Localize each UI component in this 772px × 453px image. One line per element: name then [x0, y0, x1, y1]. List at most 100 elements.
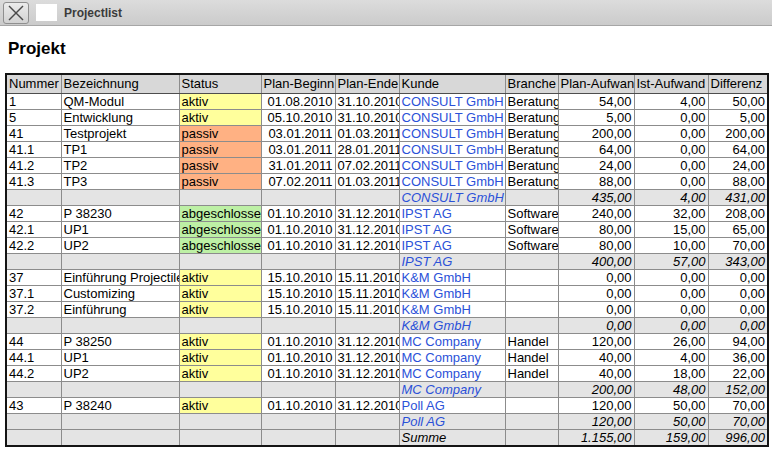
cell-plan-ende: 15.11.2010: [335, 270, 399, 286]
cell-status: [179, 382, 261, 398]
cell-nummer: 41.2: [6, 158, 61, 174]
cell-plan-ende: 15.11.2010: [335, 302, 399, 318]
cell-kunde[interactable]: CONSULT GmbH: [399, 94, 505, 110]
close-button[interactable]: [3, 2, 29, 24]
cell-kunde[interactable]: Poll AG: [399, 414, 505, 430]
column-header-nummer: Nummer: [6, 74, 61, 94]
cell-differenz: 200,00: [708, 126, 768, 142]
cell-nummer: 44.2: [6, 366, 61, 382]
cell-plan-beginn: 03.01.2011: [261, 126, 335, 142]
cell-plan-ende: 07.02.2011: [335, 158, 399, 174]
cell-ist-aufwand: 0,00: [634, 110, 708, 126]
table-header-row: NummerBezeichnungStatusPlan-BeginnPlan-E…: [6, 74, 768, 94]
cell-kunde[interactable]: MC Company: [399, 382, 505, 398]
table-row: 42.1UP1abgeschlossen01.10.201031.12.2010…: [6, 222, 768, 238]
cell-branche: Handel: [505, 366, 558, 382]
cell-plan-ende: 31.12.2010: [335, 398, 399, 414]
cell-differenz: 64,00: [708, 142, 768, 158]
close-icon: [7, 5, 25, 21]
table-row: 37Einführung Projectileaktiv15.10.201015…: [6, 270, 768, 286]
cell-bezeichnung: P 38240: [61, 398, 179, 414]
table-row: 37.1Customizingaktiv15.10.201015.11.2010…: [6, 286, 768, 302]
cell-ist-aufwand: 48,00: [634, 382, 708, 398]
cell-plan-ende: [335, 318, 399, 334]
cell-plan-ende: [335, 382, 399, 398]
cell-plan-beginn: [261, 382, 335, 398]
cell-kunde[interactable]: CONSULT GmbH: [399, 190, 505, 206]
cell-differenz: 0,00: [708, 270, 768, 286]
cell-ist-aufwand: 0,00: [634, 302, 708, 318]
cell-plan-beginn: 01.10.2010: [261, 222, 335, 238]
cell-kunde[interactable]: MC Company: [399, 366, 505, 382]
cell-kunde[interactable]: IPST AG: [399, 222, 505, 238]
cell-plan-aufwand: 40,00: [558, 350, 634, 366]
cell-differenz: 22,00: [708, 366, 768, 382]
cell-plan-aufwand: 80,00: [558, 238, 634, 254]
cell-status: aktiv: [179, 366, 261, 382]
cell-ist-aufwand: 18,00: [634, 366, 708, 382]
tab-bar: Projectlist: [0, 0, 772, 26]
cell-status: aktiv: [179, 270, 261, 286]
table-row: 43P 38240aktiv01.10.201031.12.2010Poll A…: [6, 398, 768, 414]
cell-ist-aufwand: 4,00: [634, 94, 708, 110]
cell-kunde[interactable]: K&M GmbH: [399, 302, 505, 318]
column-header-bezeichnung: Bezeichnung: [61, 74, 179, 94]
cell-kunde[interactable]: K&M GmbH: [399, 318, 505, 334]
cell-bezeichnung: UP1: [61, 350, 179, 366]
cell-plan-aufwand: 200,00: [558, 382, 634, 398]
cell-branche: Beratung: [505, 110, 558, 126]
cell-plan-ende: 01.03.2011: [335, 126, 399, 142]
cell-kunde[interactable]: MC Company: [399, 350, 505, 366]
cell-bezeichnung: [61, 190, 179, 206]
table-row: 44.2UP2aktiv01.10.201031.12.2010MC Compa…: [6, 366, 768, 382]
cell-kunde[interactable]: CONSULT GmbH: [399, 126, 505, 142]
cell-status: abgeschlossen: [179, 206, 261, 222]
cell-kunde[interactable]: CONSULT GmbH: [399, 158, 505, 174]
cell-ist-aufwand: 0,00: [634, 318, 708, 334]
cell-plan-aufwand: 120,00: [558, 414, 634, 430]
cell-kunde[interactable]: K&M GmbH: [399, 270, 505, 286]
cell-kunde[interactable]: CONSULT GmbH: [399, 142, 505, 158]
cell-nummer: 37.2: [6, 302, 61, 318]
cell-nummer: [6, 318, 61, 334]
cell-differenz: 70,00: [708, 398, 768, 414]
cell-branche: Beratung: [505, 174, 558, 190]
cell-kunde[interactable]: IPST AG: [399, 254, 505, 270]
table-row: 42P 38230abgeschlossen01.10.201031.12.20…: [6, 206, 768, 222]
cell-bezeichnung: TP1: [61, 142, 179, 158]
cell-plan-ende: [335, 190, 399, 206]
cell-plan-beginn: 01.10.2010: [261, 334, 335, 350]
total-row: Summe1.155,00159,00996,00: [6, 430, 768, 447]
cell-bezeichnung: [61, 382, 179, 398]
cell-plan-aufwand: 54,00: [558, 94, 634, 110]
cell-kunde[interactable]: IPST AG: [399, 238, 505, 254]
cell-kunde[interactable]: MC Company: [399, 334, 505, 350]
cell-nummer: 44: [6, 334, 61, 350]
cell-nummer: 42: [6, 206, 61, 222]
summary-row: MC Company200,0048,00152,00: [6, 382, 768, 398]
cell-plan-aufwand: 64,00: [558, 142, 634, 158]
cell-kunde[interactable]: Poll AG: [399, 398, 505, 414]
cell-nummer: [6, 430, 61, 447]
cell-differenz: 94,00: [708, 334, 768, 350]
cell-plan-beginn: [261, 190, 335, 206]
cell-nummer: [6, 382, 61, 398]
column-header-plan-beginn: Plan-Beginn: [261, 74, 335, 94]
cell-branche: Software: [505, 222, 558, 238]
cell-kunde[interactable]: K&M GmbH: [399, 286, 505, 302]
cell-plan-aufwand: 120,00: [558, 398, 634, 414]
cell-differenz: 0,00: [708, 318, 768, 334]
cell-kunde[interactable]: CONSULT GmbH: [399, 110, 505, 126]
cell-kunde[interactable]: IPST AG: [399, 206, 505, 222]
cell-kunde[interactable]: CONSULT GmbH: [399, 174, 505, 190]
cell-plan-ende: 31.10.2010: [335, 110, 399, 126]
cell-bezeichnung: Einführung: [61, 302, 179, 318]
cell-bezeichnung: [61, 414, 179, 430]
cell-plan-beginn: 01.10.2010: [261, 366, 335, 382]
cell-plan-beginn: 15.10.2010: [261, 302, 335, 318]
cell-plan-ende: 31.12.2010: [335, 222, 399, 238]
cell-differenz: 0,00: [708, 286, 768, 302]
cell-ist-aufwand: 10,00: [634, 238, 708, 254]
project-table: NummerBezeichnungStatusPlan-BeginnPlan-E…: [5, 73, 769, 447]
cell-branche: [505, 414, 558, 430]
